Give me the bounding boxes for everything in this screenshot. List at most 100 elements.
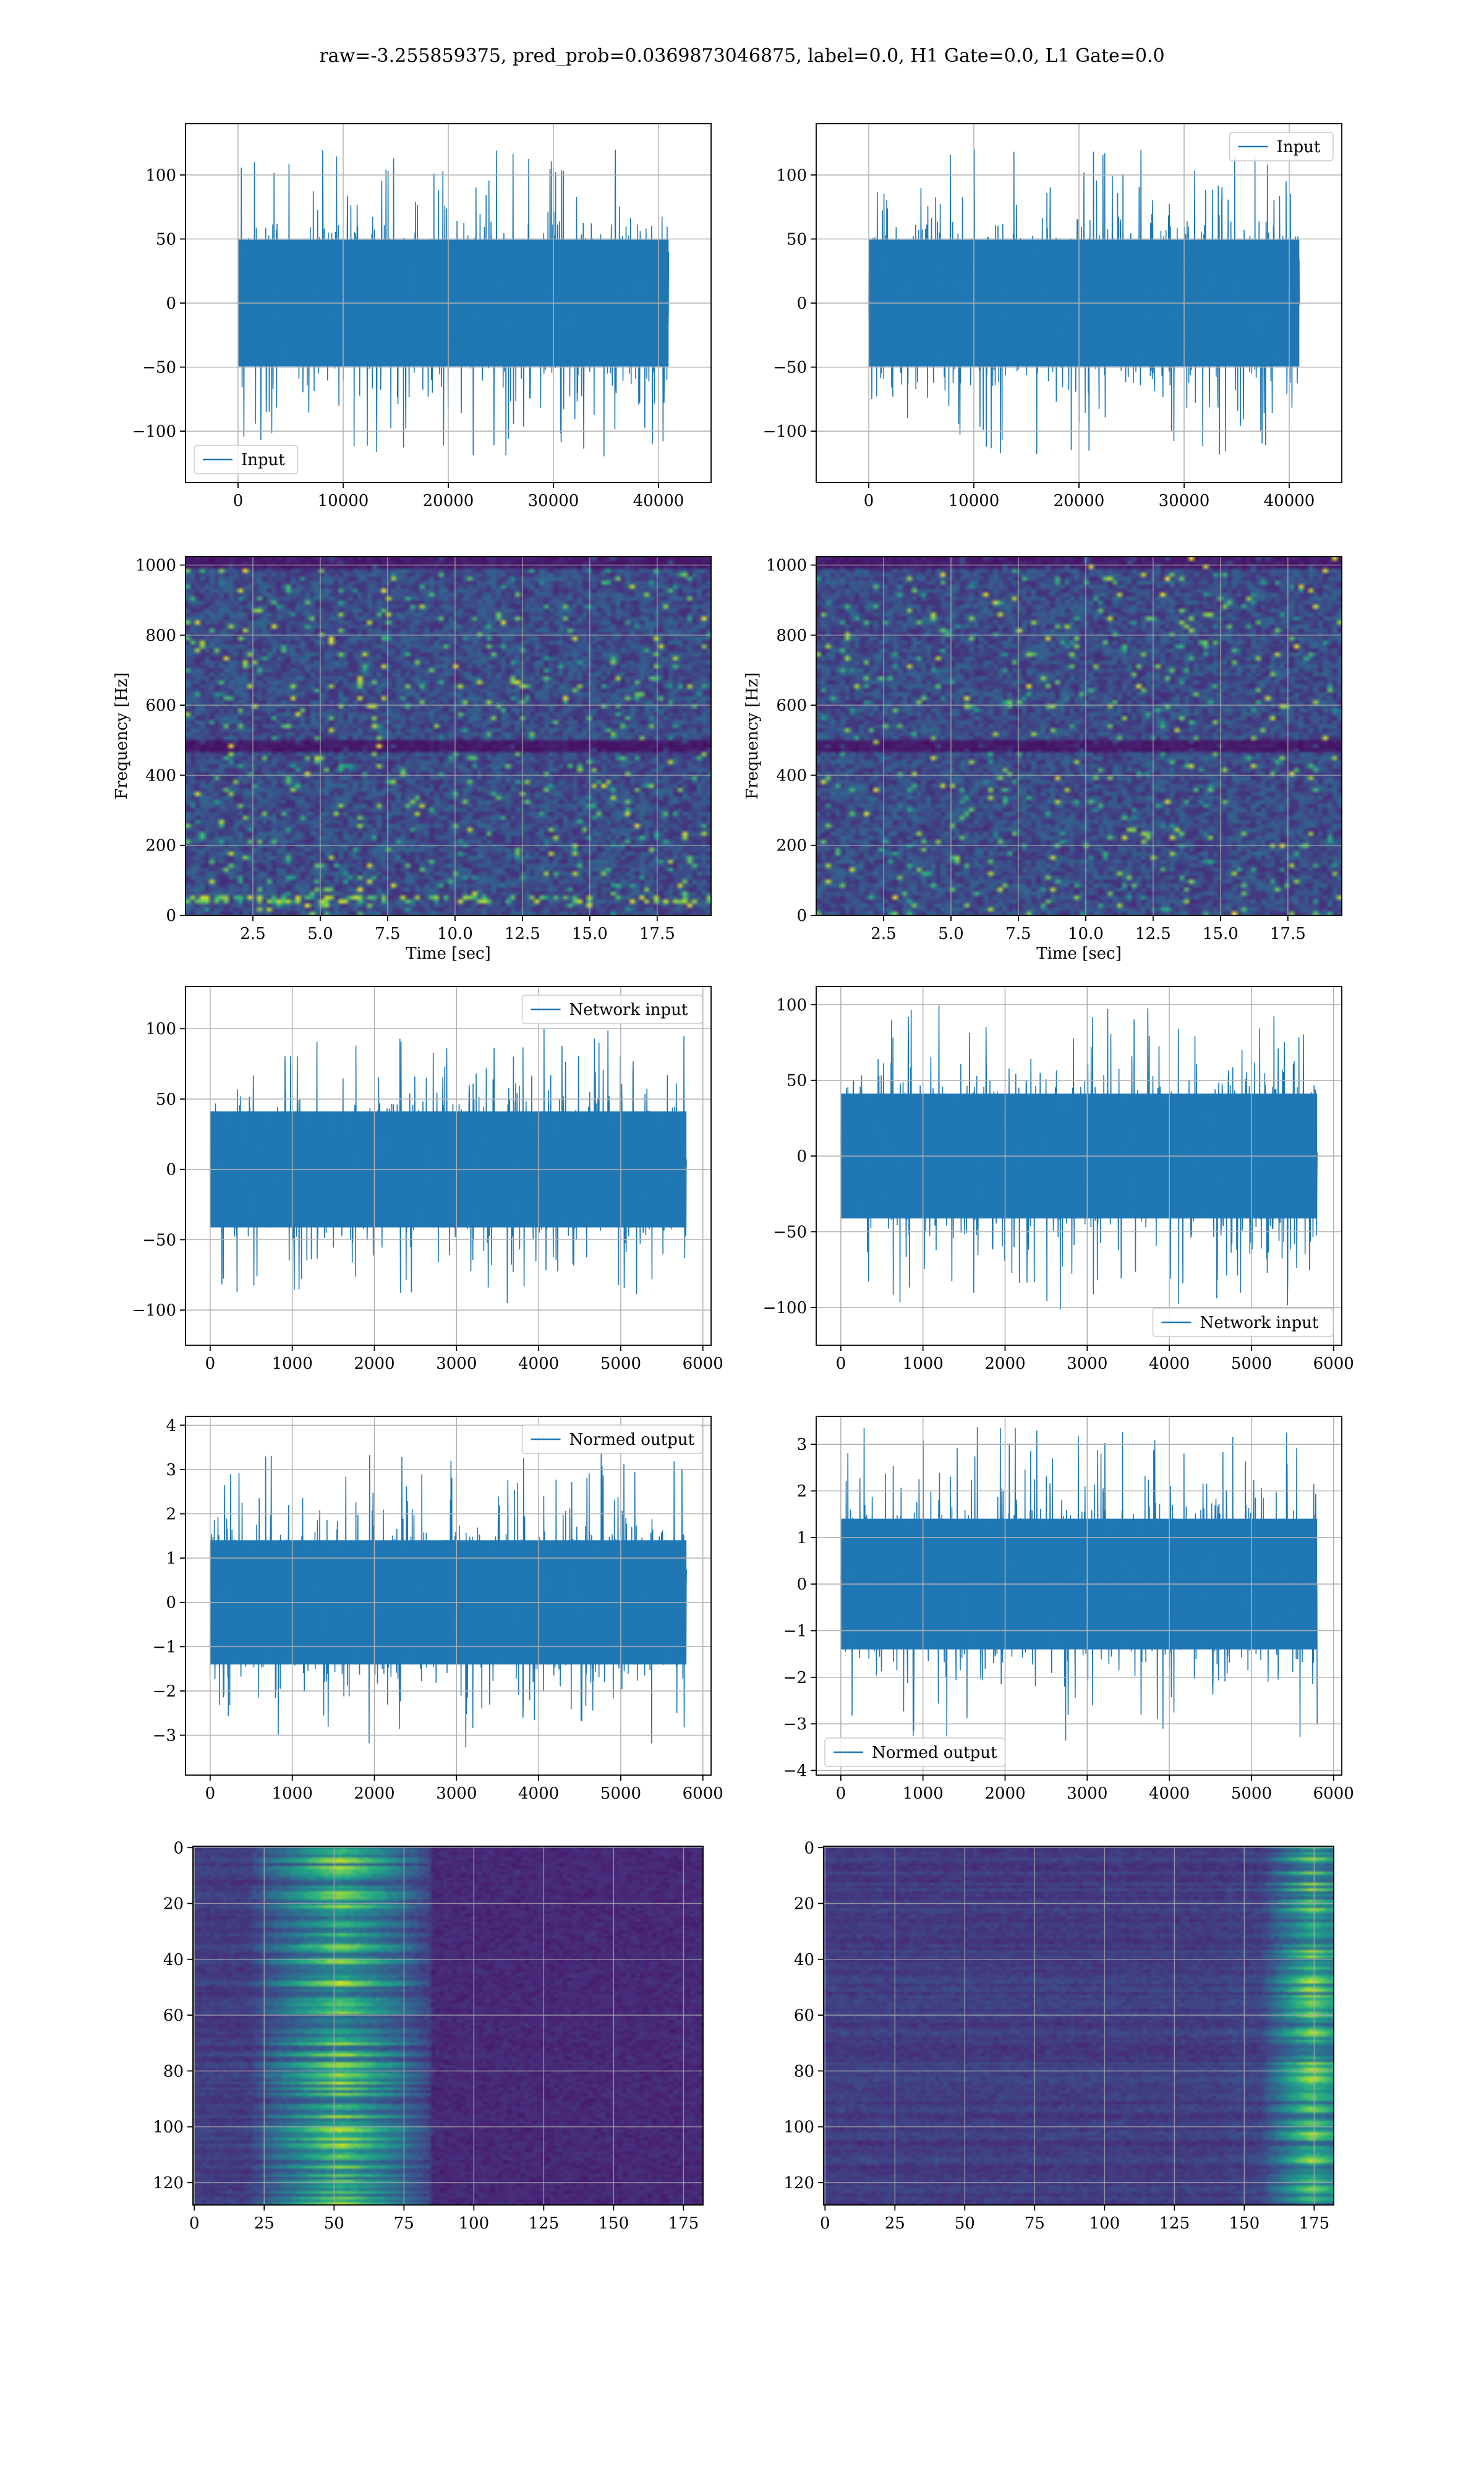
- xtick-label: 12.5: [1135, 925, 1171, 943]
- xtick-label: 10.0: [437, 925, 473, 943]
- ytick-label: 50: [787, 1072, 807, 1090]
- series-line: [210, 1452, 687, 1748]
- grid-lines: [193, 1846, 703, 2205]
- xtick-label: 125: [529, 2214, 560, 2233]
- panel-normed-output-l1: 0 1000 2000 3000 4000 5000 6000 −4 −3 −2 −1 0 1 2 3 Nor…: [783, 1416, 1354, 1803]
- grid-lines: [186, 987, 711, 1345]
- xtick-label: 17.5: [1270, 925, 1306, 943]
- xtick-label: 0: [820, 2214, 830, 2233]
- ytick-label: 60: [163, 2006, 184, 2025]
- ytick-label: 0: [796, 907, 807, 925]
- ytick-label: 100: [153, 2118, 184, 2137]
- ytick-label: 50: [156, 1090, 176, 1109]
- ytick-label: −50: [142, 359, 176, 377]
- legend-label: Normed output: [569, 1431, 695, 1449]
- panel-normed-output-h1: 0 1000 2000 3000 4000 5000 6000 −3 −2 −1 0 1 2 3 4 Norm…: [153, 1416, 723, 1803]
- legend-box: [521, 1424, 703, 1454]
- xtick-label: 6000: [1313, 1784, 1354, 1803]
- ytick-label: 100: [145, 166, 176, 185]
- ytick-label: 0: [804, 1839, 814, 1857]
- ytick-label: 4: [166, 1416, 176, 1435]
- xtick-label: 2000: [354, 1784, 394, 1803]
- grid-lines: [824, 1846, 1334, 2205]
- legend-label: Input: [1277, 138, 1321, 156]
- xtick-label: 3000: [436, 1355, 477, 1373]
- ytick-label: 400: [776, 766, 807, 785]
- panel-network-input-h1: 0 1000 2000 3000 4000 5000 6000 −100 −50 0 50 100 Ne…: [132, 986, 723, 1373]
- heatmap-image: [824, 1846, 1334, 2205]
- legend-label: Network input: [1200, 1314, 1319, 1332]
- grid-lines: [186, 1416, 711, 1775]
- xtick-label: 100: [1089, 2214, 1120, 2233]
- ytick-label: 50: [156, 230, 176, 249]
- xtick-label: 7.5: [1005, 925, 1031, 943]
- series-line: [868, 149, 1300, 455]
- xtick-label: 25: [885, 2214, 905, 2233]
- xtick-label: 3000: [1067, 1784, 1107, 1803]
- xtick-label: 7.5: [375, 925, 400, 943]
- ytick-label: 0: [796, 294, 807, 313]
- legend-label: Input: [241, 451, 285, 469]
- ytick-label: −2: [783, 1669, 807, 1687]
- ytick-label: 80: [794, 2062, 814, 2081]
- xtick-label: 75: [394, 2214, 414, 2233]
- series-line: [210, 1029, 687, 1303]
- ytick-label: 0: [166, 1161, 176, 1179]
- xtick-label: 5.0: [307, 925, 333, 943]
- ytick-label: −3: [153, 1727, 176, 1745]
- heatmap-image: [193, 1846, 703, 2205]
- axes-frame: [823, 1846, 1334, 2206]
- heatmap-image: [186, 557, 711, 915]
- ytick-label: −50: [773, 359, 807, 377]
- xtick-label: 0: [836, 1355, 846, 1373]
- ytick-label: −3: [783, 1715, 807, 1734]
- ytick-label: −4: [783, 1761, 807, 1780]
- axes-frame: [816, 986, 1342, 1346]
- ytick-label: 3: [796, 1436, 807, 1454]
- xtick-label: 175: [668, 2214, 699, 2233]
- ytick-label: 40: [163, 1951, 184, 1969]
- xtick-label: 10000: [949, 492, 1000, 510]
- legend: Normed output: [521, 1424, 703, 1454]
- grid-lines: [186, 124, 711, 482]
- xtick-label: 0: [205, 1784, 216, 1803]
- series-line: [840, 1005, 1318, 1310]
- axes-frame: [185, 986, 712, 1346]
- legend-label: Network input: [569, 1001, 688, 1019]
- legend-box: [824, 1737, 1006, 1767]
- xtick-label: 0: [836, 1784, 846, 1803]
- xtick-label: 175: [1299, 2214, 1330, 2233]
- ytick-label: 20: [794, 1895, 814, 1914]
- ytick-label: −50: [773, 1223, 807, 1241]
- y-axis-label: Frequency [Hz]: [743, 672, 762, 800]
- ytick-label: 20: [163, 1895, 184, 1914]
- ytick-label: 3: [166, 1461, 176, 1479]
- panel-input-l1: 0 10000 20000 30000 40000 −100 −50 0 50 100 Input: [763, 123, 1342, 510]
- xtick-label: 2000: [984, 1355, 1025, 1373]
- xtick-label: 2.5: [871, 925, 896, 943]
- ytick-label: 80: [163, 2062, 184, 2081]
- ytick-label: −1: [783, 1622, 807, 1640]
- grid-lines: [816, 1416, 1342, 1775]
- ytick-label: 400: [145, 766, 176, 785]
- ytick-label: 60: [794, 2006, 814, 2025]
- ytick-label: 200: [776, 837, 807, 855]
- xtick-label: 25: [254, 2214, 275, 2233]
- xtick-label: 2000: [984, 1784, 1025, 1803]
- legend: Network input: [521, 995, 703, 1024]
- ytick-label: 120: [783, 2174, 814, 2193]
- ytick-label: 100: [776, 996, 807, 1014]
- axes-frame: [192, 1846, 704, 2206]
- xtick-label: 1000: [272, 1355, 313, 1373]
- panel-spectrogram-l1: 2.5 5.0 7.5 10.0 12.5 15.0 17.5 0 200 400 600 800 10…: [743, 556, 1342, 963]
- legend-label: Normed output: [872, 1744, 997, 1762]
- xtick-label: 3000: [1067, 1355, 1107, 1373]
- xtick-label: 5000: [1231, 1355, 1272, 1373]
- legend-box: [1229, 132, 1334, 161]
- ytick-label: 0: [166, 907, 176, 925]
- xtick-label: 4000: [518, 1355, 559, 1373]
- xtick-label: 17.5: [639, 925, 675, 943]
- xtick-label: 30000: [528, 492, 579, 510]
- panel-feature-map-h1: 0 25 50 75 100 125 150 175 0 20 40 60 80 100 120: [153, 1839, 704, 2233]
- axes-frame: [185, 1416, 712, 1776]
